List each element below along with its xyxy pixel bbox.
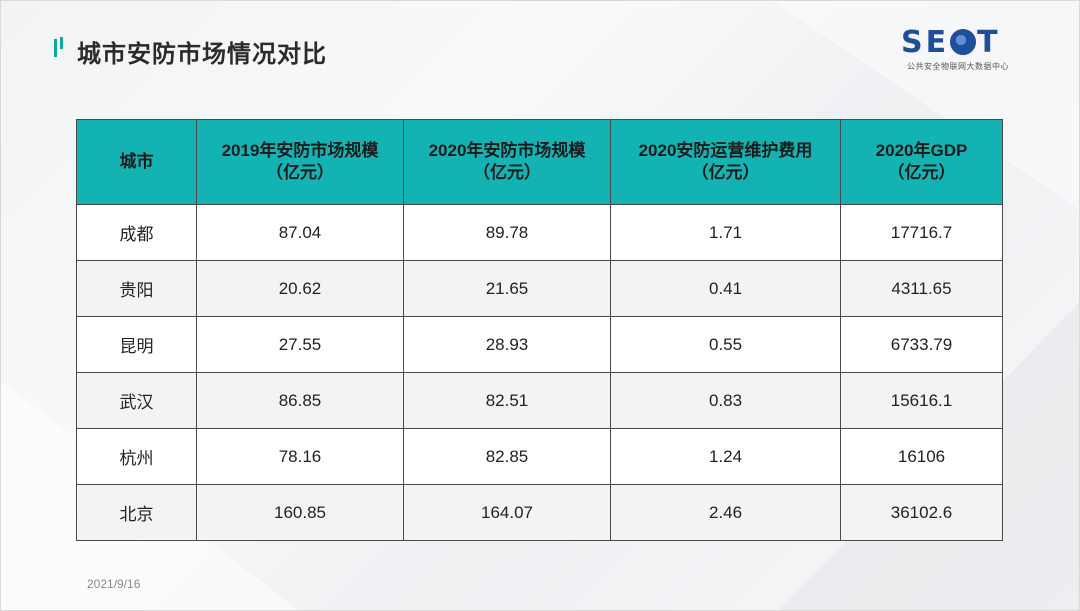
logo-subtitle: 公共安全物联网大数据中心	[907, 62, 1009, 71]
column-header-unit: （亿元）	[266, 163, 334, 182]
table-row: 北京 160.85 164.07 2.46 36102.6	[76, 484, 1003, 541]
value-cell: 82.51	[403, 372, 611, 429]
value-cell: 20.62	[196, 260, 404, 317]
table-row: 武汉 86.85 82.51 0.83 15616.1	[76, 372, 1003, 429]
value-cell: 89.78	[403, 204, 611, 261]
column-header: 2019年安防市场规模 （亿元）	[196, 119, 404, 205]
column-header: 2020年GDP （亿元）	[840, 119, 1003, 205]
column-header-label: 2020年GDP	[875, 141, 968, 160]
city-cell: 北京	[76, 484, 197, 541]
column-header-unit: （亿元）	[691, 163, 760, 182]
value-cell: 1.71	[610, 204, 841, 261]
slide-date: 2021/9/16	[87, 577, 141, 591]
value-cell: 21.65	[403, 260, 611, 317]
logo-text-left: SE	[901, 25, 950, 60]
value-cell: 6733.79	[840, 316, 1003, 373]
value-cell: 160.85	[196, 484, 404, 541]
table-header-row: 城市 2019年安防市场规模 （亿元） 2020年安防市场规模 （亿元） 2020安防运营…	[76, 119, 1003, 205]
value-cell: 27.55	[196, 316, 404, 373]
value-cell: 0.55	[610, 316, 841, 373]
value-cell: 78.16	[196, 428, 404, 485]
value-cell: 15616.1	[840, 372, 1003, 429]
value-cell: 0.83	[610, 372, 841, 429]
value-cell: 86.85	[196, 372, 404, 429]
city-cell: 昆明	[76, 316, 197, 373]
column-header-label: 城市	[119, 152, 154, 171]
value-cell: 87.04	[196, 204, 404, 261]
value-cell: 28.93	[403, 316, 611, 373]
value-cell: 82.85	[403, 428, 611, 485]
city-cell: 贵阳	[76, 260, 197, 317]
column-header: 城市	[76, 119, 197, 205]
table-row: 昆明 27.55 28.93 0.55 6733.79	[76, 316, 1003, 373]
city-cell: 杭州	[76, 428, 197, 485]
column-header-label: 2019年安防市场规模	[221, 141, 379, 160]
page-title: 城市安防市场情况对比	[77, 41, 327, 68]
title-accent-icon	[54, 37, 66, 59]
table-body: 成都 87.04 89.78 1.71 17716.7 贵阳 20.62 21.65 0.41 4…	[76, 204, 1003, 541]
value-cell: 16106	[840, 428, 1003, 485]
value-cell: 2.46	[610, 484, 841, 541]
brand-logo: SE T 公共安全物联网大数据中心	[901, 27, 1011, 73]
column-header-label: 2020安防运营维护费用	[638, 141, 813, 160]
city-security-table: 城市 2019年安防市场规模 （亿元） 2020年安防市场规模 （亿元） 2020安防运营…	[76, 119, 1003, 541]
value-cell: 17716.7	[840, 204, 1003, 261]
logo-wordmark: SE T	[901, 27, 1001, 59]
column-header: 2020安防运营维护费用 （亿元）	[610, 119, 841, 205]
column-header: 2020年安防市场规模 （亿元）	[403, 119, 611, 205]
table-row: 成都 87.04 89.78 1.71 17716.7	[76, 204, 1003, 261]
table-row: 贵阳 20.62 21.65 0.41 4311.65	[76, 260, 1003, 317]
column-header-unit: （亿元）	[473, 163, 541, 182]
value-cell: 164.07	[403, 484, 611, 541]
table-row: 杭州 78.16 82.85 1.24 16106	[76, 428, 1003, 485]
value-cell: 36102.6	[840, 484, 1003, 541]
column-header-label: 2020年安防市场规模	[428, 141, 586, 160]
city-cell: 成都	[76, 204, 197, 261]
logo-text-right: T	[977, 25, 1001, 60]
value-cell: 4311.65	[840, 260, 1003, 317]
globe-icon	[950, 29, 977, 55]
column-header-unit: （亿元）	[887, 163, 956, 182]
value-cell: 0.41	[610, 260, 841, 317]
value-cell: 1.24	[610, 428, 841, 485]
city-cell: 武汉	[76, 372, 197, 429]
